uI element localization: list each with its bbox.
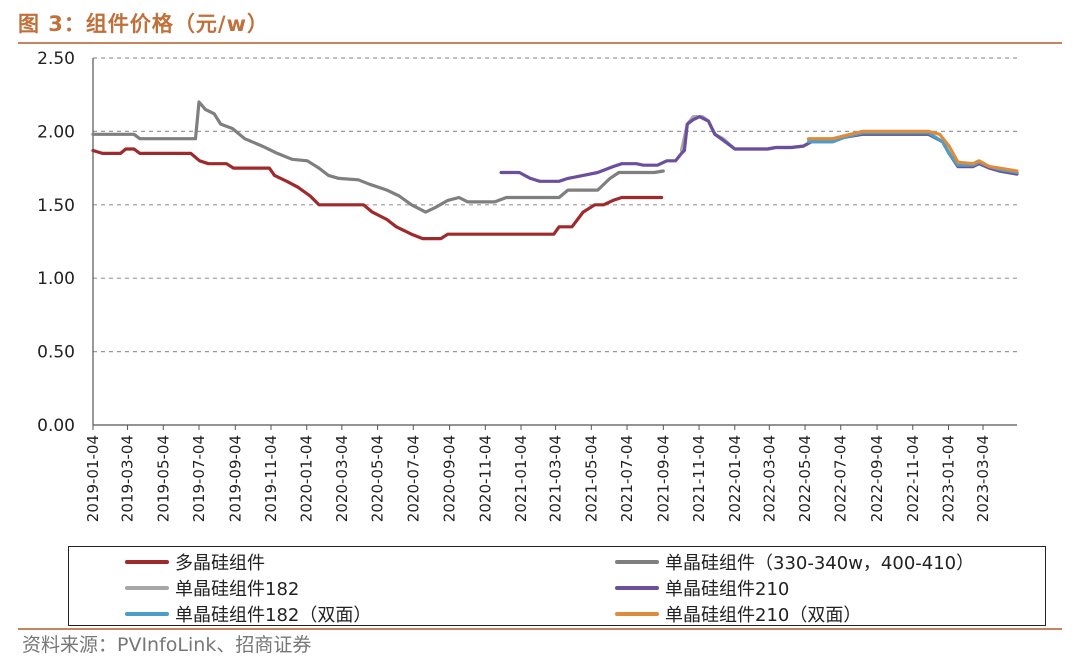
x-tick-label: 2022-09-04 [868,435,886,522]
legend-label: 单晶硅组件（330-340w，400-410） [665,553,975,574]
legend-label: 单晶硅组件182（双面） [175,605,372,626]
x-tick-label: 2021-11-04 [690,435,708,522]
x-tick-label: 2019-07-04 [190,435,208,522]
x-tick-label: 2020-11-04 [476,435,494,522]
x-tick-label: 2019-11-04 [262,435,280,522]
x-tick-label: 2021-03-04 [547,435,565,522]
legend-label: 单晶硅组件182 [175,579,300,600]
x-tick-label: 2022-07-04 [832,435,850,522]
series-line [91,147,664,241]
legend-item: 单晶硅组件（330-340w，400-410） [615,549,974,575]
legend-swatch [615,586,659,590]
legend-label: 单晶硅组件210（双面） [665,605,862,626]
x-tick-label: 2019-01-04 [84,435,102,522]
x-tick-label: 2019-05-04 [154,435,172,522]
x-tick-label: 2022-05-04 [796,435,814,522]
y-tick-label: 1.00 [37,269,75,289]
y-tick-label: 0.00 [37,416,75,436]
x-tick-label: 2019-03-04 [119,435,137,522]
series-line [806,129,1019,173]
legend-item: 单晶硅组件210（双面） [615,601,861,627]
legend-item: 多晶硅组件 [125,549,265,575]
x-tick-label: 2020-09-04 [441,435,459,522]
legend-label: 单晶硅组件210 [665,579,790,600]
x-tick-label: 2023-03-04 [974,435,992,522]
chart-title: 图 3：组件价格（元/w） [18,12,269,36]
legend-swatch [615,560,659,564]
y-tick-label: 0.50 [37,343,75,363]
legend-swatch [125,560,169,564]
x-tick-label: 2023-01-04 [939,435,957,522]
x-tick-label: 2020-01-04 [298,435,316,522]
legend-swatch [125,586,169,590]
legend-label: 多晶硅组件 [175,553,265,574]
y-tick-label: 2.00 [37,122,75,142]
legend-item: 单晶硅组件182（双面） [125,601,371,627]
y-tick-label: 1.50 [37,196,75,216]
chart-canvas: 0.00 0.50 1.00 1.50 2.00 2.50 2019-01-04 2019-0… [37,49,1019,522]
title-divider [18,42,1062,44]
x-tick-label: 2021-09-04 [654,435,672,522]
x-tick-label: 2021-07-04 [618,435,636,522]
legend-item: 单晶硅组件210 [615,575,789,601]
x-tick-label: 2021-05-04 [582,435,600,522]
x-tick-label: 2019-09-04 [226,435,244,522]
source-divider [18,628,1062,630]
x-tick-label: 2020-05-04 [369,435,387,522]
series-line [499,115,1019,183]
chart-legend: 多晶硅组件 单晶硅组件（330-340w，400-410） 单晶硅组件182 单晶硅组… [68,546,1046,626]
legend-swatch [125,612,169,616]
y-tick-label: 2.50 [37,49,75,69]
x-tick-label: 2020-07-04 [404,435,422,522]
x-tick-label: 2022-03-04 [760,435,778,522]
series-line [806,131,1019,175]
x-tick-label: 2020-03-04 [333,435,351,522]
legend-swatch [615,612,659,616]
source-note: 资料来源：PVInfoLink、招商证券 [22,634,312,656]
series-line [91,100,665,214]
x-tick-label: 2021-01-04 [512,435,530,522]
x-tick-label: 2022-11-04 [904,435,922,522]
x-tick-label: 2022-01-04 [726,435,744,522]
legend-item: 单晶硅组件182 [125,575,299,601]
